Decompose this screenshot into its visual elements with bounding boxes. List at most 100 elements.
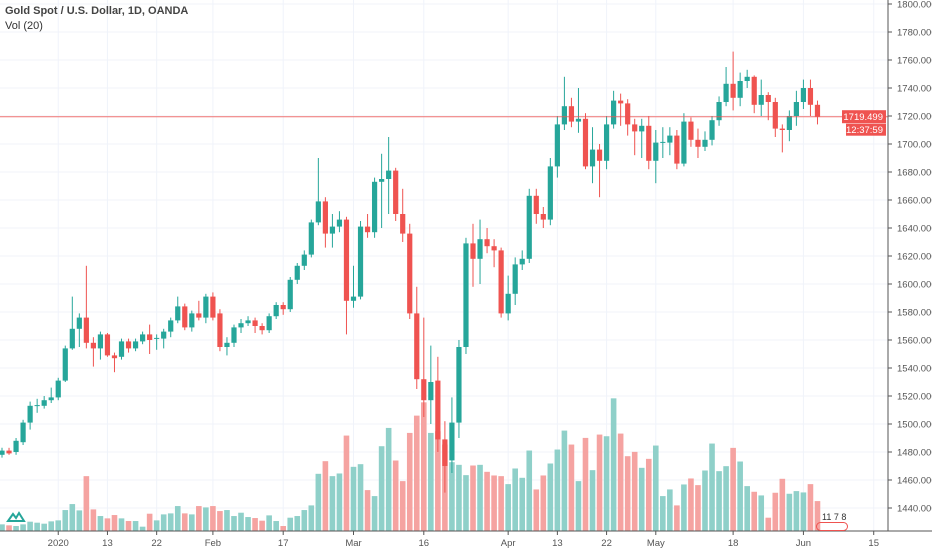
candle-body bbox=[702, 139, 708, 147]
events-counts: 11 7 8 bbox=[822, 512, 847, 522]
volume-bar bbox=[568, 444, 575, 531]
candle-body bbox=[814, 104, 821, 117]
candle-body bbox=[196, 313, 202, 318]
volume-bar bbox=[6, 525, 12, 531]
price-tick-label: 1480.000 bbox=[897, 448, 932, 459]
candle-body bbox=[435, 380, 441, 440]
volume-bar bbox=[308, 505, 315, 531]
candle-body bbox=[800, 88, 807, 102]
volume-bar bbox=[13, 526, 19, 531]
volume-bar bbox=[582, 437, 589, 531]
candle-body bbox=[709, 120, 715, 140]
candle-body bbox=[245, 320, 251, 324]
candle-body bbox=[723, 83, 729, 102]
candle-body bbox=[716, 102, 722, 121]
volume-bar bbox=[758, 495, 765, 531]
volume-bar bbox=[301, 510, 308, 531]
volume-bar bbox=[652, 445, 659, 531]
volume-bar bbox=[217, 511, 223, 531]
candle-body bbox=[561, 106, 567, 125]
volume-bar bbox=[624, 456, 631, 531]
volume-bar bbox=[751, 491, 758, 531]
candle-body bbox=[660, 141, 666, 143]
candle-body bbox=[379, 179, 385, 182]
candle-body bbox=[632, 124, 638, 132]
candle-body bbox=[393, 170, 399, 214]
candle-body bbox=[477, 239, 483, 259]
volume-bar bbox=[533, 489, 540, 531]
candle-body bbox=[224, 342, 230, 347]
bar-countdown: 12:37:59 bbox=[846, 125, 883, 136]
volume-bar bbox=[484, 471, 490, 531]
candle-body bbox=[371, 181, 378, 233]
volume-bar bbox=[83, 476, 90, 531]
candle-body bbox=[414, 313, 420, 380]
volume-bar bbox=[456, 464, 462, 531]
volume-bar bbox=[645, 458, 652, 531]
time-tick-label: Jun bbox=[796, 538, 811, 549]
candle-body bbox=[273, 305, 279, 317]
candle-body bbox=[203, 296, 209, 318]
volume-bar bbox=[807, 484, 814, 531]
candle-body bbox=[807, 88, 814, 105]
candle-body bbox=[786, 116, 792, 130]
candle-body bbox=[428, 382, 434, 401]
candle-body bbox=[505, 293, 511, 314]
volume-bar bbox=[189, 514, 195, 531]
last-price-value: 1719.499 bbox=[843, 112, 883, 123]
volume-bar bbox=[252, 518, 258, 531]
volume-bar bbox=[505, 484, 511, 531]
price-tick-label: 1540.000 bbox=[897, 364, 932, 375]
volume-bar bbox=[512, 468, 518, 531]
candle-body bbox=[744, 76, 750, 81]
candle-body bbox=[442, 439, 448, 466]
volume-bar bbox=[638, 467, 645, 531]
candle-body bbox=[48, 397, 54, 401]
volume-bar bbox=[631, 451, 638, 531]
candle-body bbox=[83, 317, 89, 343]
volume-bar bbox=[814, 501, 821, 531]
candle-body bbox=[315, 201, 321, 223]
volume-bar bbox=[245, 517, 251, 531]
candle-body bbox=[758, 95, 764, 105]
volume-bar bbox=[477, 464, 483, 531]
candle-body bbox=[751, 76, 757, 105]
volume-bar bbox=[125, 521, 132, 531]
volume-bar bbox=[259, 520, 265, 531]
candle-body bbox=[147, 334, 153, 340]
time-tick-label: 2020 bbox=[48, 538, 69, 549]
volume-bar bbox=[463, 475, 469, 531]
economic-events-marker[interactable]: 11 7 8 bbox=[816, 512, 848, 531]
volume-bar bbox=[336, 473, 343, 531]
time-tick-label: 13 bbox=[102, 538, 113, 549]
volume-bar bbox=[716, 471, 722, 531]
price-axis[interactable]: 1800.000 1780.000 1760.000 1740.000 1720.000… bbox=[888, 0, 932, 515]
candle-body bbox=[568, 106, 575, 122]
volume-indicator-label[interactable]: Vol (20) bbox=[5, 20, 43, 32]
candle-body bbox=[104, 334, 111, 356]
price-tick-label: 1800.000 bbox=[897, 0, 932, 11]
time-axis[interactable]: 2020 13 22 Feb 17 Mar 16 Apr 13 22 May 18 Jun 15 bbox=[48, 531, 879, 549]
volume-bar bbox=[399, 481, 406, 531]
volume-bar bbox=[702, 470, 708, 531]
volume-bar bbox=[428, 432, 434, 531]
volume-bar bbox=[421, 402, 427, 531]
volume-bar bbox=[575, 481, 582, 531]
price-tick-label: 1780.000 bbox=[897, 28, 932, 39]
candle-body bbox=[400, 214, 406, 234]
price-tick-label: 1720.000 bbox=[897, 112, 932, 123]
volume-bar bbox=[167, 513, 174, 531]
time-tick-label: May bbox=[647, 538, 665, 549]
volume-bar bbox=[294, 516, 301, 531]
volume-bar bbox=[617, 433, 624, 531]
symbol-title[interactable]: Gold Spot / U.S. Dollar, 1D, OANDA bbox=[5, 5, 189, 17]
candle-body bbox=[653, 142, 659, 161]
tradingview-logo-icon[interactable] bbox=[6, 510, 26, 529]
volume-bar bbox=[744, 486, 750, 531]
candle-body bbox=[498, 250, 504, 314]
volume-bar bbox=[589, 470, 596, 531]
volume-bar bbox=[343, 435, 350, 531]
volume-bar bbox=[674, 505, 680, 531]
volume-bars bbox=[0, 398, 821, 531]
